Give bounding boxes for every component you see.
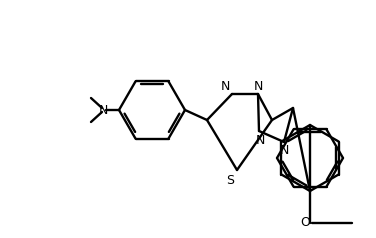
Text: N: N bbox=[279, 144, 289, 158]
Text: N: N bbox=[255, 134, 265, 147]
Text: S: S bbox=[226, 174, 234, 187]
Text: N: N bbox=[220, 79, 230, 93]
Text: N: N bbox=[253, 79, 263, 93]
Text: N: N bbox=[98, 104, 108, 116]
Text: O: O bbox=[300, 215, 310, 228]
